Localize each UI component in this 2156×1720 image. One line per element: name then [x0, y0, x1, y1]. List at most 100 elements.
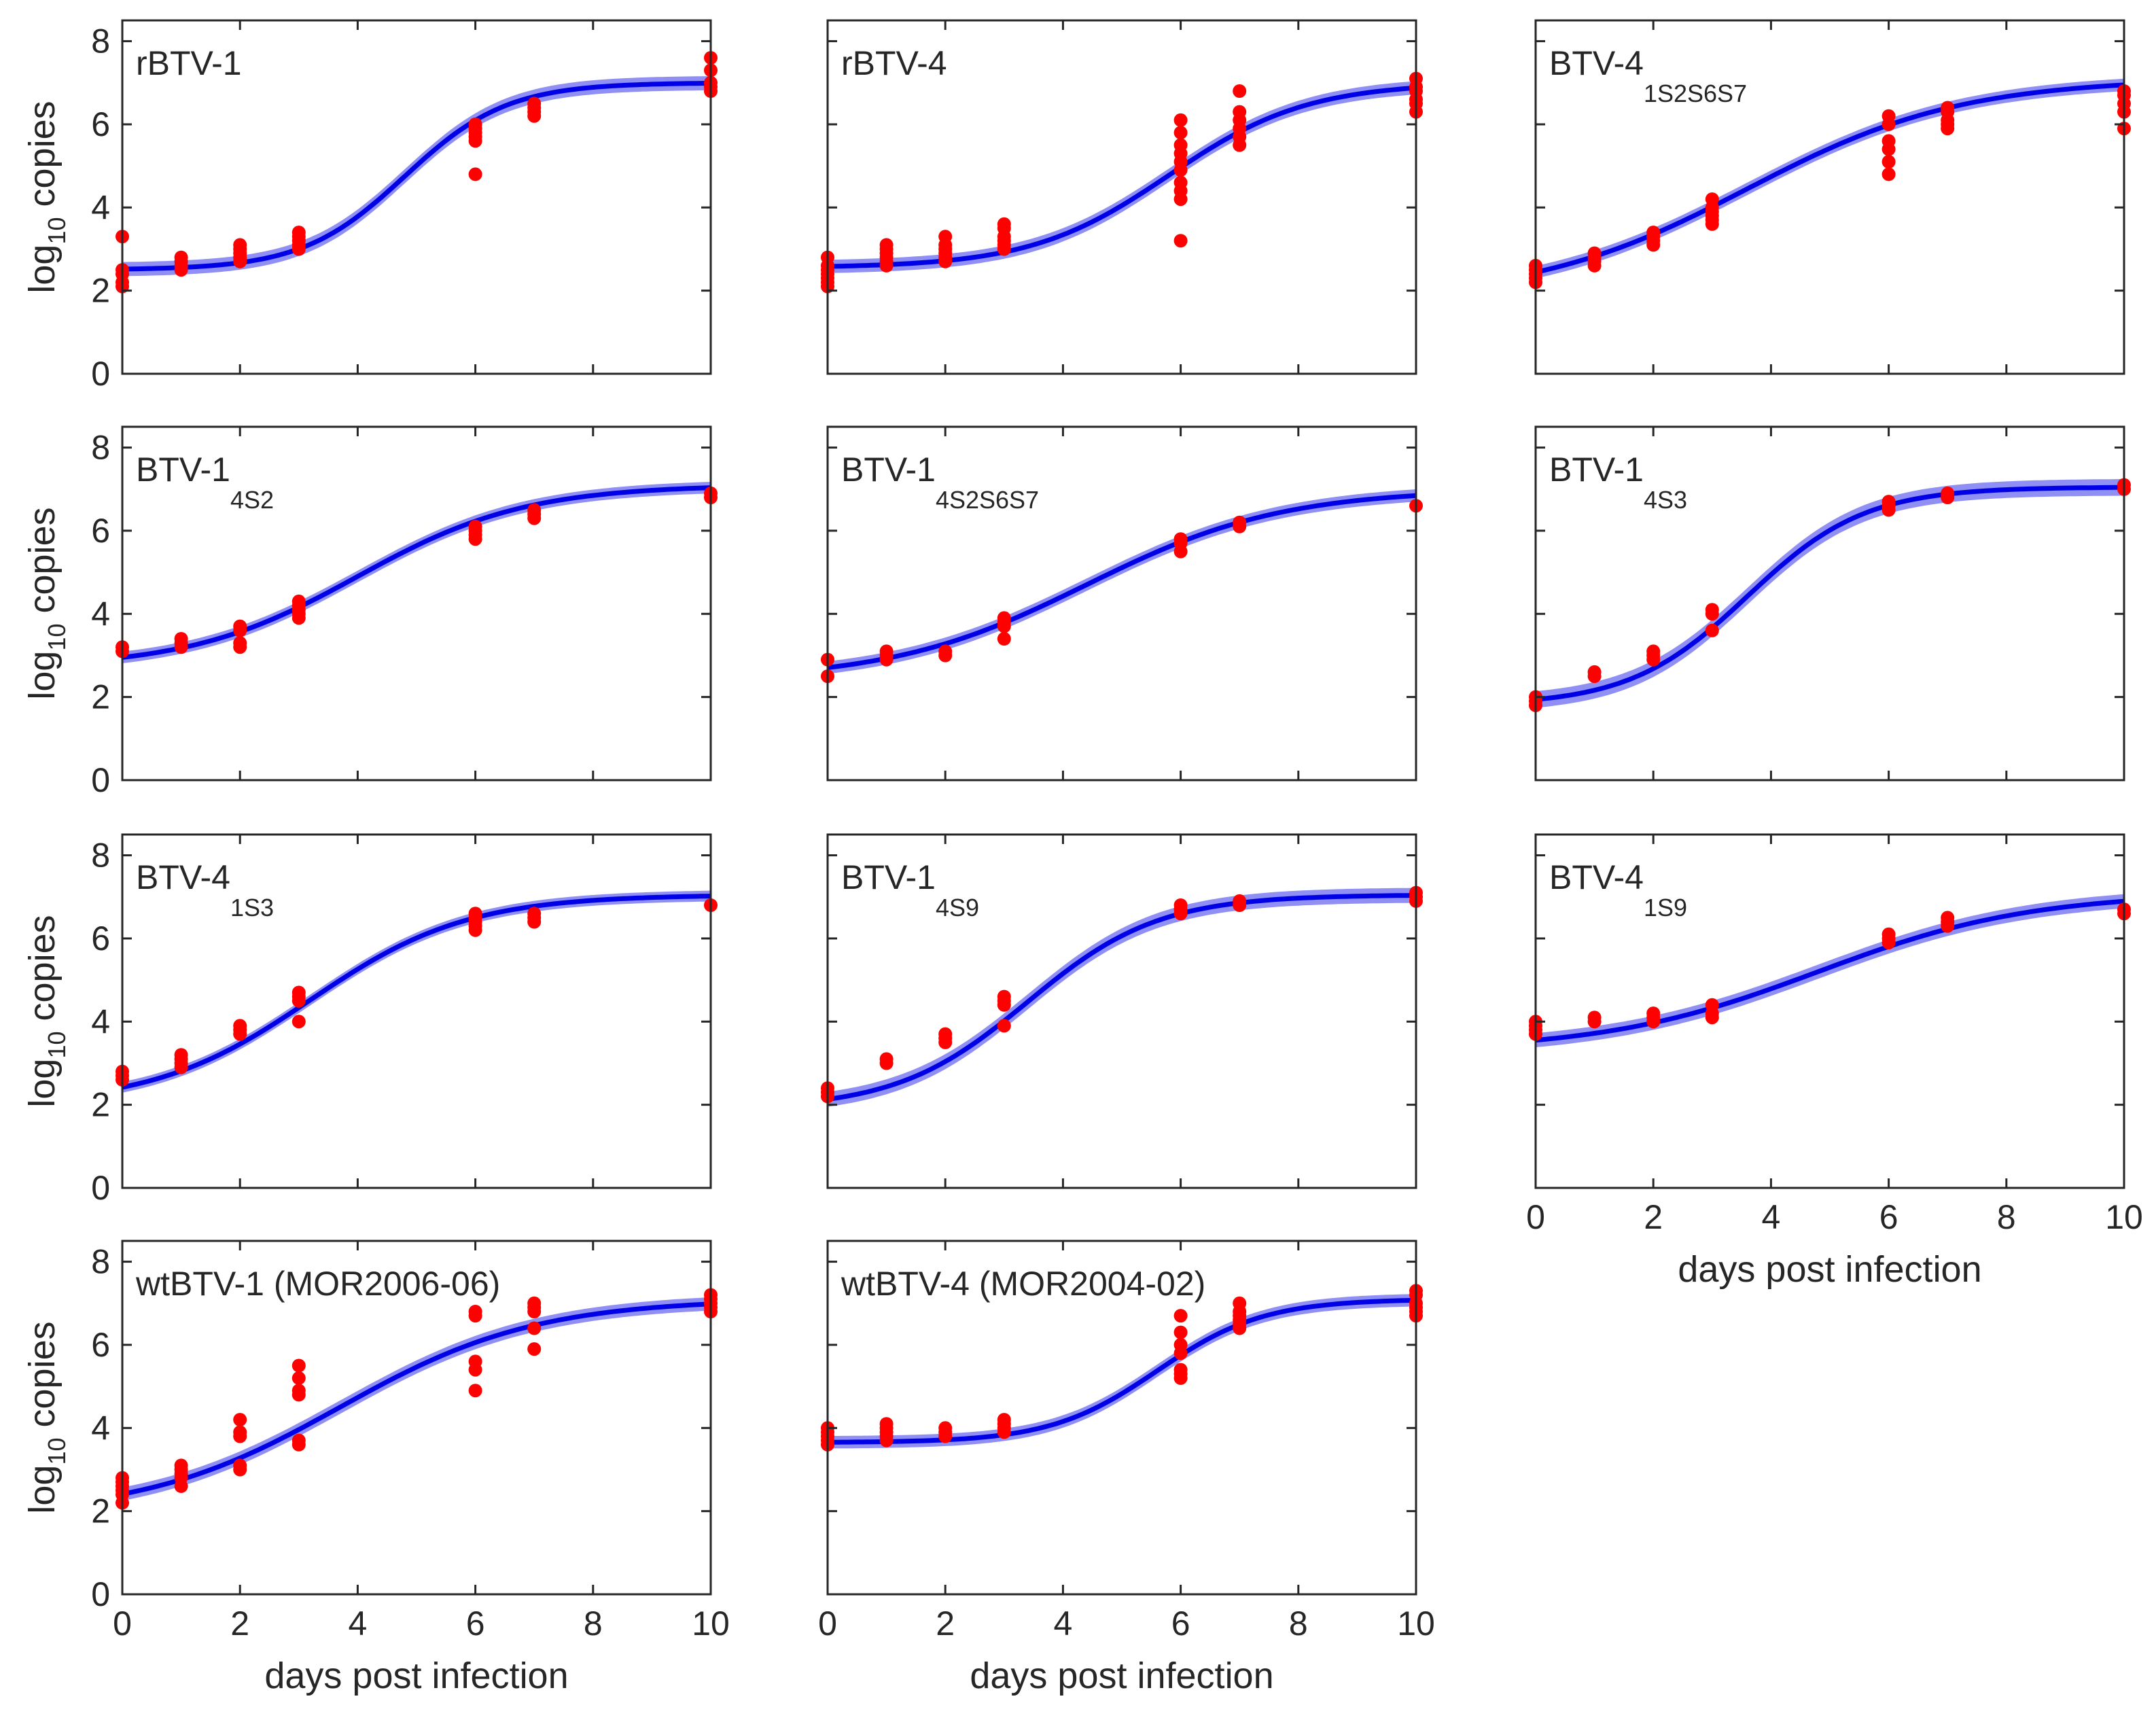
y-tick-label: 0	[91, 761, 110, 799]
panel-title: BTV-41S2S6S7	[1549, 44, 1747, 107]
data-point	[468, 1384, 482, 1398]
x-tick-label: 8	[1289, 1604, 1308, 1643]
data-point	[1705, 217, 1719, 231]
y-tick-label: 4	[91, 1409, 110, 1447]
y-tick-label: 6	[91, 1326, 110, 1364]
fit-curve	[122, 1301, 711, 1497]
data-point	[1173, 1325, 1188, 1339]
x-tick-label: 10	[2105, 1198, 2143, 1236]
data-point	[1173, 1346, 1188, 1361]
panel-title-subscript: 4S3	[1644, 486, 1687, 514]
panel-title: BTV-14S3	[1549, 451, 1687, 514]
panel-title-subscript: 4S9	[936, 894, 979, 922]
panel-title: rBTV-1	[136, 44, 242, 82]
x-tick-label: 2	[230, 1604, 249, 1643]
y-axis-label-log: log	[22, 245, 63, 294]
panel-title-main: BTV-1	[841, 451, 936, 489]
x-tick-label: 4	[348, 1604, 367, 1643]
y-tick-label: 0	[91, 1169, 110, 1207]
y-axis-label-copies: copies	[22, 101, 63, 217]
fit-curve	[1535, 485, 2125, 702]
x-tick-label: 8	[1997, 1198, 2016, 1236]
data-point	[1941, 919, 1955, 933]
data-point	[527, 1342, 542, 1356]
data-point	[1941, 122, 1955, 136]
data-point	[468, 134, 482, 148]
y-tick-label: 6	[91, 919, 110, 958]
panel-title: rBTV-4	[841, 44, 947, 82]
panel-5: BTV-14S2S6S7	[821, 425, 1423, 782]
x-tick-label: 6	[1171, 1604, 1190, 1643]
y-axis-label-log: log	[22, 1465, 63, 1514]
data-point	[938, 254, 953, 268]
y-tick-label: 8	[91, 429, 110, 467]
fit-curve	[827, 85, 1417, 269]
data-point	[1233, 519, 1247, 533]
x-tick-label: 4	[1761, 1198, 1780, 1236]
panel-title-subscript: 1S9	[1644, 894, 1687, 922]
axes-frame	[1534, 19, 2125, 375]
data-point	[1941, 491, 1955, 504]
data-point	[233, 1462, 247, 1477]
data-point	[174, 1479, 188, 1493]
data-point	[174, 263, 188, 277]
data-point	[1881, 117, 1896, 131]
data-point	[291, 242, 306, 256]
panel-title-main: BTV-4	[136, 858, 230, 896]
panel-title-main: BTV-4	[1549, 44, 1644, 82]
x-tick-label: 0	[113, 1604, 132, 1643]
y-tick-label: 0	[91, 1575, 110, 1613]
data-point	[174, 1060, 188, 1074]
data-point	[1233, 84, 1247, 98]
panel-title-main: wtBTV-4 (MOR2004-02)	[841, 1265, 1205, 1303]
axes-frame	[826, 833, 1417, 1189]
panel-title: wtBTV-1 (MOR2006-06)	[135, 1265, 500, 1303]
x-tick-label: 10	[1397, 1604, 1435, 1643]
fit-curve	[122, 485, 711, 660]
y-axis-label-subscript: 10	[43, 624, 71, 651]
data-point	[997, 619, 1011, 633]
x-tick-label: 6	[1879, 1198, 1898, 1236]
y-axis-label-subscript: 10	[43, 217, 71, 245]
data-point	[1881, 936, 1896, 950]
fit-curve	[827, 1297, 1417, 1445]
data-point	[291, 1371, 306, 1385]
data-point	[291, 611, 306, 625]
data-point	[879, 1433, 894, 1447]
data-point	[233, 254, 247, 268]
data-point	[291, 1437, 306, 1452]
panel-title: BTV-41S9	[1549, 858, 1687, 922]
panel-title: BTV-14S9	[841, 858, 979, 922]
fit-curve	[827, 493, 1417, 670]
y-tick-label: 0	[91, 355, 110, 393]
panel-title: BTV-14S2S6S7	[841, 451, 1039, 514]
fit-curve	[122, 81, 711, 272]
data-point	[1173, 907, 1188, 921]
fit-confidence-band	[122, 1297, 711, 1501]
axes-frame	[1534, 425, 2125, 782]
data-point	[1881, 142, 1896, 156]
data-point	[233, 1413, 247, 1427]
y-tick-label: 2	[91, 1086, 110, 1124]
data-point	[233, 1429, 247, 1443]
x-tick-label: 10	[692, 1604, 730, 1643]
x-tick-label: 4	[1053, 1604, 1072, 1643]
data-point	[1173, 163, 1188, 177]
fit-confidence-band	[122, 890, 711, 1093]
data-point	[879, 1056, 894, 1070]
axes-frame	[826, 19, 1417, 375]
data-point	[1646, 1015, 1661, 1029]
data-point	[233, 1027, 247, 1041]
panel-9: 0 2 4 6 8 10 BTV-41S9 days post infection	[1526, 833, 2143, 1290]
data-point	[997, 998, 1011, 1012]
data-point	[1233, 138, 1247, 152]
x-tick-label: 0	[1526, 1198, 1545, 1236]
x-axis-label: days post infection	[264, 1655, 568, 1696]
x-tick-label: 6	[466, 1604, 485, 1643]
panel-title-main: rBTV-4	[841, 44, 947, 82]
data-point	[291, 1015, 306, 1029]
axes-frame	[826, 1240, 1417, 1596]
axes-frame	[826, 425, 1417, 782]
data-point	[291, 1388, 306, 1402]
fit-confidence-band	[1536, 894, 2124, 1047]
